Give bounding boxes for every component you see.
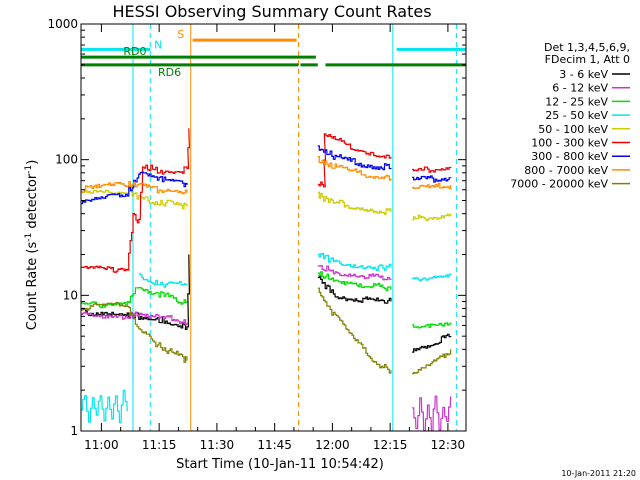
legend-header-line1: Det 1,3,4,5,6,9, [544, 41, 630, 54]
bar-label-S: S [177, 28, 184, 41]
plot-data-layer: N S RD0 RD6 [80, 24, 466, 432]
legend-label-7: 300 - 800 keV [531, 150, 608, 163]
series-5-segment-2 [317, 191, 392, 215]
series-4-segment-4 [412, 273, 452, 282]
legend-label-3: 12 - 25 keV [545, 95, 608, 108]
series-8-segment-2 [317, 156, 392, 181]
series-8-segment-3 [412, 182, 452, 190]
y-tick-label-1: 10 [63, 288, 78, 302]
series-4-segment-2 [138, 273, 189, 288]
y-axis-label-exp2: -1 [24, 165, 34, 174]
x-tick-label-6: 12:30 [431, 438, 466, 452]
y-axis-label-part3: ) [25, 160, 40, 165]
y-tick-label-0: 1 [70, 424, 78, 438]
x-tick-label-4: 12:00 [315, 438, 350, 452]
x-tick-label-2: 11:30 [200, 438, 235, 452]
flag-label-N: N [154, 38, 162, 51]
legend-label-5: 50 - 100 keV [538, 123, 608, 136]
axis-ticks: 11:00 11:15 11:30 11:45 12:00 12:15 12:30 1 10 10… [47, 17, 466, 452]
bar-label-RD6: RD6 [158, 66, 181, 79]
y-axis-label: Count Rate (s-1 detector-1) [24, 160, 40, 331]
series-4-segment-1 [81, 389, 128, 424]
series-2-segment-3 [412, 395, 452, 432]
x-axis-label: Start Time (10-Jan-11 10:54:42) [176, 457, 384, 472]
legend-label-8: 800 - 7000 keV [524, 164, 608, 177]
series-6-segment-2 [317, 133, 392, 188]
series-1-segment-2 [317, 275, 392, 304]
legend-label-4: 25 - 50 keV [545, 109, 608, 122]
y-axis-label-part2: detector [25, 173, 40, 233]
y-axis-label-exp1: -1 [24, 233, 34, 242]
series-9-segment-2 [317, 287, 392, 374]
series-9-segment-3 [412, 349, 452, 375]
legend-label-1: 3 - 6 keV [559, 68, 608, 81]
x-tick-label-3: 11:45 [257, 438, 292, 452]
bar-label-RD0: RD0 [123, 45, 146, 58]
series-2-segment-2 [317, 265, 392, 281]
x-tick-label-5: 12:15 [373, 438, 408, 452]
y-tick-label-3: 1000 [47, 17, 78, 31]
legend-label-2: 6 - 12 keV [552, 82, 608, 95]
series-5-segment-3 [412, 213, 452, 222]
series-3-segment-3 [412, 322, 452, 329]
legend-label-9: 7000 - 20000 keV [510, 178, 608, 191]
series-7-segment-3 [412, 175, 452, 183]
legend-header-line2: FDecim 1, Att 0 [545, 53, 630, 66]
series-6-segment-1 [81, 128, 191, 273]
chart-title: HESSI Observing Summary Count Rates [112, 2, 431, 21]
series-1-segment-3 [412, 333, 452, 353]
series-8-segment-1 [81, 180, 188, 195]
series-7-segment-1 [81, 171, 188, 205]
x-tick-label-0: 11:00 [84, 438, 119, 452]
series-4-segment-3 [317, 253, 392, 272]
series-6-segment-3 [412, 166, 452, 173]
x-tick-label-1: 11:15 [142, 438, 177, 452]
plot-frame [80, 23, 467, 432]
generation-timestamp: 10-Jan-2011 21:20 [561, 469, 636, 478]
series-3-segment-2 [317, 271, 392, 291]
y-axis-label-part1: Count Rate (s [25, 242, 40, 331]
series-9-segment-1 [81, 301, 188, 363]
legend-label-6: 100 - 300 keV [531, 137, 608, 150]
series-7-segment-2 [317, 145, 392, 171]
series-5-segment-1 [81, 188, 188, 210]
y-tick-label-2: 100 [55, 153, 78, 167]
legend: Det 1,3,4,5,6,9, FDecim 1, Att 0 3 - 6 k… [510, 41, 630, 191]
